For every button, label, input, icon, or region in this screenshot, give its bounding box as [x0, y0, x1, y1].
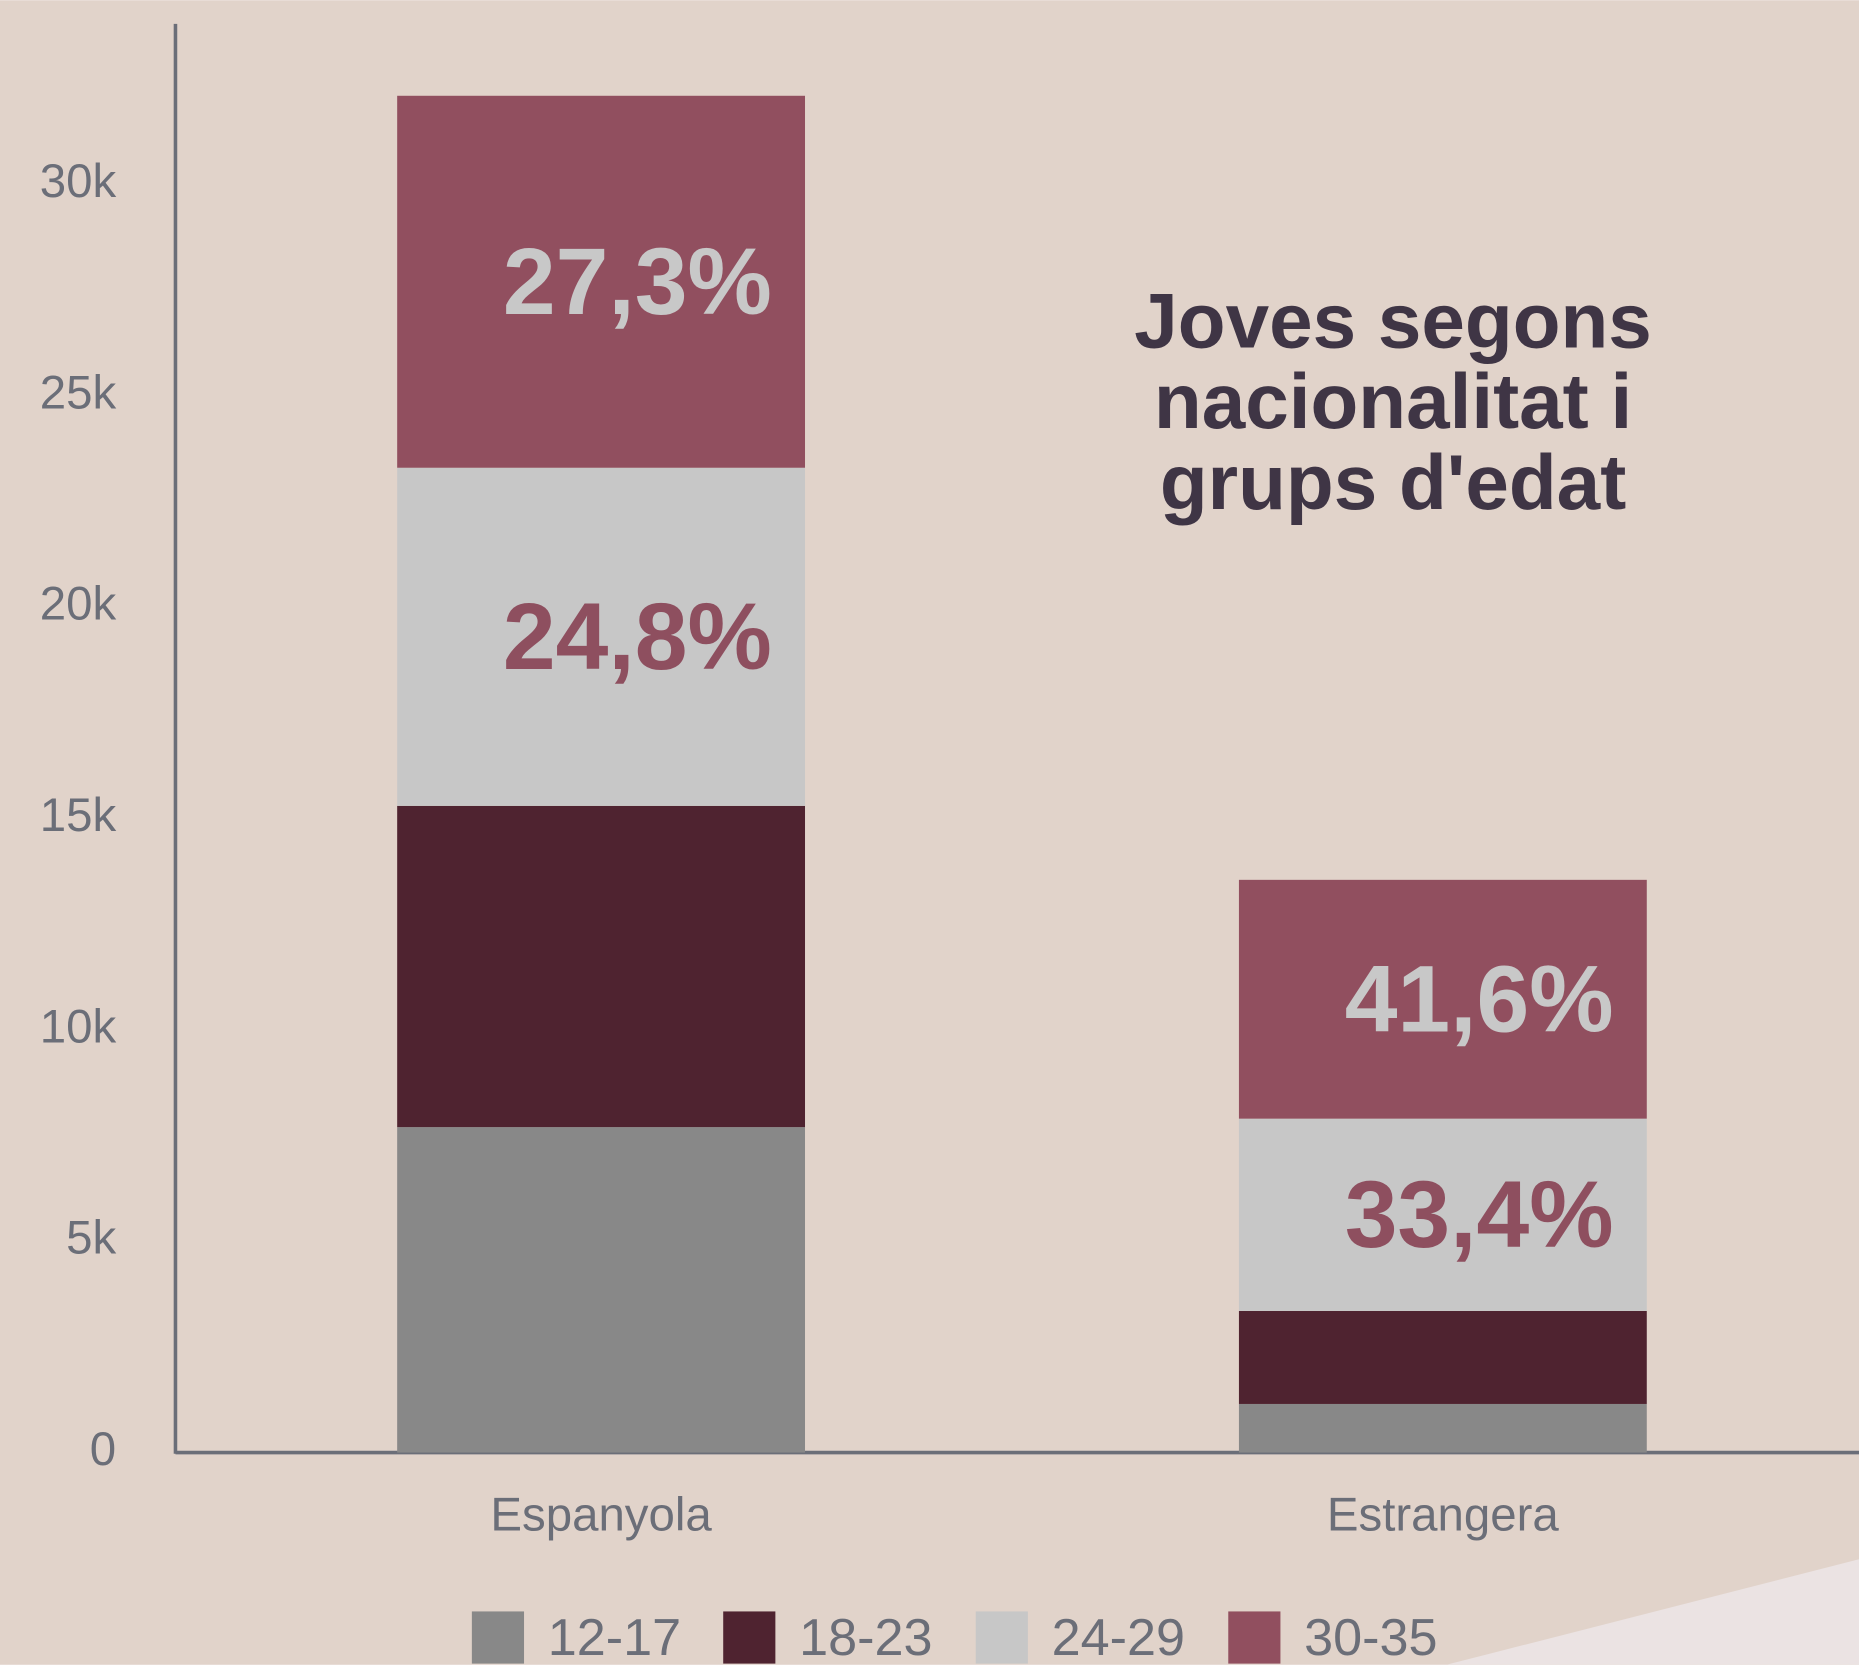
y-tick-label: 10k: [40, 1000, 117, 1053]
legend-label: 24-29: [1052, 1609, 1185, 1665]
bar-segment: [1238, 1310, 1647, 1404]
bar-segment: [397, 95, 806, 468]
y-tick-label: 15k: [40, 789, 117, 842]
share-label: 27,3%: [503, 229, 772, 335]
legend-swatch: [471, 1611, 525, 1664]
bar-segment: [1238, 1118, 1647, 1311]
share-label: 24,8%: [503, 584, 772, 690]
x-tick-label: Espanyola: [490, 1488, 712, 1541]
legend-label: 30-35: [1304, 1609, 1437, 1665]
title-box: Joves segons nacionalitat i grups d'edat: [1134, 280, 1652, 526]
bar-segment: [397, 805, 806, 1128]
share-label: 41,6%: [1345, 946, 1614, 1052]
legend-swatch: [723, 1611, 776, 1664]
legend-label: 18-23: [799, 1609, 932, 1665]
bar-segment: [1238, 1403, 1647, 1453]
bar-segment: [1238, 879, 1647, 1119]
y-tick-label: 30k: [40, 155, 117, 208]
bar-segment: [397, 1127, 806, 1453]
y-tick-label: 0: [90, 1423, 116, 1476]
legend-swatch: [975, 1611, 1028, 1664]
y-tick-label: 20k: [40, 578, 117, 631]
legend-swatch: [1228, 1611, 1281, 1664]
y-tick-label: 25k: [40, 366, 117, 419]
bar-segment: [397, 467, 806, 806]
x-tick-label: Estrangera: [1327, 1488, 1560, 1541]
y-tick-label: 5k: [66, 1212, 116, 1265]
chart-title: Joves segons nacionalitat i grups d'edat: [1134, 280, 1652, 526]
share-label: 33,4%: [1345, 1162, 1614, 1268]
legend-label: 12-17: [548, 1609, 681, 1665]
